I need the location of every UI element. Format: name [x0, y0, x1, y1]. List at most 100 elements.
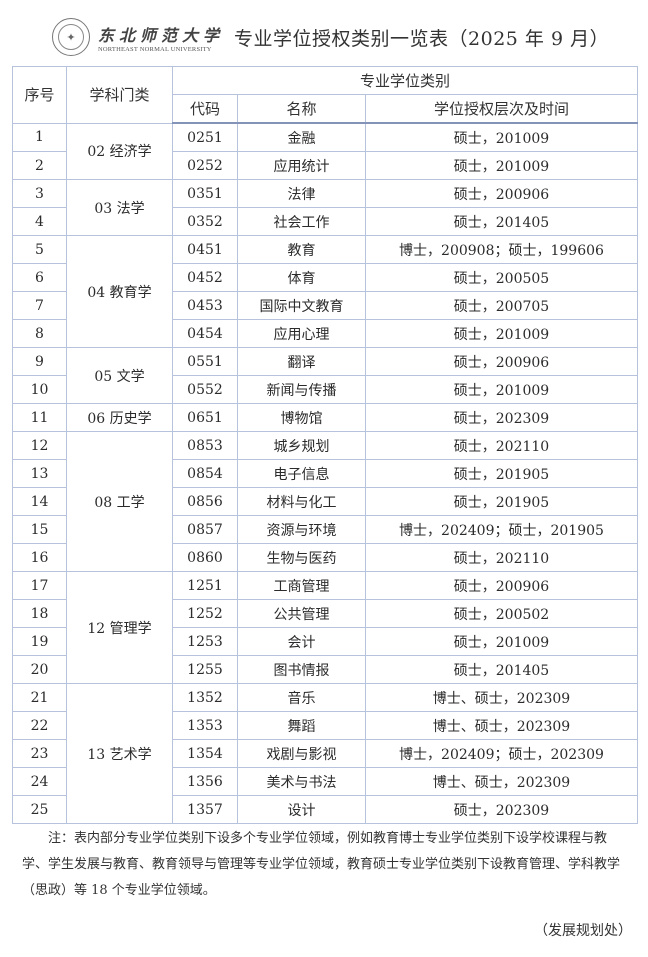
cell-name: 教育: [237, 235, 366, 264]
footnote: 注：表内部分专业学位类别下设多个专业学位领域，例如教育博士专业学位类别下设学校课…: [22, 831, 621, 898]
cell-name: 应用统计: [237, 151, 366, 180]
cell-code: 0853: [172, 431, 238, 460]
cell-seq: 23: [12, 739, 67, 768]
cell-discipline: 08 工学: [66, 431, 173, 572]
cell-code: 1353: [172, 711, 238, 740]
table-row: 4 0352 社会工作 硕士，201405: [12, 207, 638, 236]
cell-level: 硕士，200906: [365, 571, 638, 600]
cell-seq: 8: [12, 319, 67, 348]
cell-level: 硕士，201905: [365, 487, 638, 516]
cell-code: 0352: [172, 207, 238, 236]
cell-name: 翻译: [237, 347, 366, 376]
cell-code: 0551: [172, 347, 238, 376]
table-row: 9 05 文学 0551 翻译 硕士，200906: [12, 347, 638, 404]
cell-seq: 2: [12, 151, 67, 180]
cell-seq: 19: [12, 627, 67, 656]
cell-code: 1255: [172, 655, 238, 684]
cell-level: 硕士，202110: [365, 431, 638, 460]
header-code: 代码: [172, 94, 238, 124]
cell-name: 戏剧与影视: [237, 739, 366, 768]
degree-table: 序号 学科门类 专业学位类别 代码 名称 学位授权层次及时间 1 02 经济学 02…: [12, 66, 638, 824]
cell-level: 博士、硕士，202309: [365, 767, 638, 796]
cell-level: 博士、硕士，202309: [365, 683, 638, 712]
cell-seq: 20: [12, 655, 67, 684]
cell-code: 0856: [172, 487, 238, 516]
cell-seq: 22: [12, 711, 67, 740]
cell-name: 金融: [237, 122, 366, 152]
cell-discipline: 13 艺术学: [66, 683, 173, 824]
cell-seq: 16: [12, 543, 67, 572]
cell-level: 硕士，201905: [365, 459, 638, 488]
table-row: 17 12 管理学 1251 工商管理 硕士，200906: [12, 571, 638, 684]
cell-name: 城乡规划: [237, 431, 366, 460]
table-row: 25 1357 设计 硕士，202309: [12, 795, 638, 824]
cell-code: 0251: [172, 122, 238, 152]
cell-level: 硕士，201009: [365, 151, 638, 180]
page-title: 专业学位授权类别一览表（2025 年 9 月）: [234, 27, 610, 50]
cell-level: 硕士，200906: [365, 179, 638, 208]
cell-code: 1356: [172, 767, 238, 796]
cell-level: 硕士，200705: [365, 291, 638, 320]
cell-seq: 3: [12, 179, 67, 208]
cell-seq: 21: [12, 683, 67, 712]
cell-level: 硕士，201009: [365, 375, 638, 404]
cell-seq: 14: [12, 487, 67, 516]
cell-discipline: 04 教育学: [66, 235, 173, 348]
cell-level: 博士，200908；硕士，199606: [365, 235, 638, 264]
table-row: 15 0857 资源与环境 博士，202409；硕士，201905: [12, 515, 638, 544]
table-row: 5 04 教育学 0451 教育 博士，200908；硕士，199606: [12, 235, 638, 348]
cell-name: 公共管理: [237, 599, 366, 628]
department-signature: （发展规划处）: [534, 923, 632, 939]
cell-name: 美术与书法: [237, 767, 366, 796]
cell-name: 会计: [237, 627, 366, 656]
table-row: 10 0552 新闻与传播 硕士，201009: [12, 375, 638, 404]
page-header: ✦ 东北师范大学 NORTHEAST NORMAL UNIVERSITY 专业学…: [52, 18, 609, 56]
cell-seq: 5: [12, 235, 67, 264]
header-name: 名称: [237, 94, 366, 124]
cell-level: 硕士，200906: [365, 347, 638, 376]
cell-name: 法律: [237, 179, 366, 208]
cell-code: 0651: [172, 403, 238, 432]
cell-name: 设计: [237, 795, 366, 824]
table-row: 3 03 法学 0351 法律 硕士，200906: [12, 179, 638, 236]
table-row: 8 0454 应用心理 硕士，201009: [12, 319, 638, 348]
cell-level: 博士，202409；硕士，202309: [365, 739, 638, 768]
cell-code: 1253: [172, 627, 238, 656]
cell-code: 1354: [172, 739, 238, 768]
cell-level: 博士、硕士，202309: [365, 711, 638, 740]
table-row: 20 1255 图书情报 硕士，201405: [12, 655, 638, 684]
cell-code: 0452: [172, 263, 238, 292]
table-row: 6 0452 体育 硕士，200505: [12, 263, 638, 292]
cell-level: 硕士，201405: [365, 655, 638, 684]
cell-name: 体育: [237, 263, 366, 292]
table-row: 24 1356 美术与书法 博士、硕士，202309: [12, 767, 638, 796]
table-row: 16 0860 生物与医药 硕士，202110: [12, 543, 638, 572]
cell-name: 生物与医药: [237, 543, 366, 572]
cell-code: 1352: [172, 683, 238, 712]
cell-name: 资源与环境: [237, 515, 366, 544]
cell-code: 0860: [172, 543, 238, 572]
table-row: 21 13 艺术学 1352 音乐 博士、硕士，202309: [12, 683, 638, 824]
cell-seq: 15: [12, 515, 67, 544]
cell-code: 0453: [172, 291, 238, 320]
header-seq: 序号: [12, 66, 67, 124]
cell-code: 0454: [172, 319, 238, 348]
cell-level: 硕士，201405: [365, 207, 638, 236]
cell-level: 硕士，202309: [365, 403, 638, 432]
header-discipline: 学科门类: [66, 66, 173, 124]
table-row: 12 08 工学 0853 城乡规划 硕士，202110: [12, 431, 638, 572]
table-row: 7 0453 国际中文教育 硕士，200705: [12, 291, 638, 320]
cell-name: 电子信息: [237, 459, 366, 488]
cell-seq: 4: [12, 207, 67, 236]
cell-seq: 25: [12, 795, 67, 824]
cell-seq: 12: [12, 431, 67, 460]
header-level: 学位授权层次及时间: [365, 94, 638, 124]
table-row: 11 06 历史学 0651 博物馆 硕士，202309: [12, 403, 638, 432]
table-row: 23 1354 戏剧与影视 博士，202409；硕士，202309: [12, 739, 638, 768]
cell-seq: 17: [12, 571, 67, 600]
table-row: 18 1252 公共管理 硕士，200502: [12, 599, 638, 628]
cell-level: 硕士，202110: [365, 543, 638, 572]
cell-name: 图书情报: [237, 655, 366, 684]
cell-name: 工商管理: [237, 571, 366, 600]
cell-name: 音乐: [237, 683, 366, 712]
